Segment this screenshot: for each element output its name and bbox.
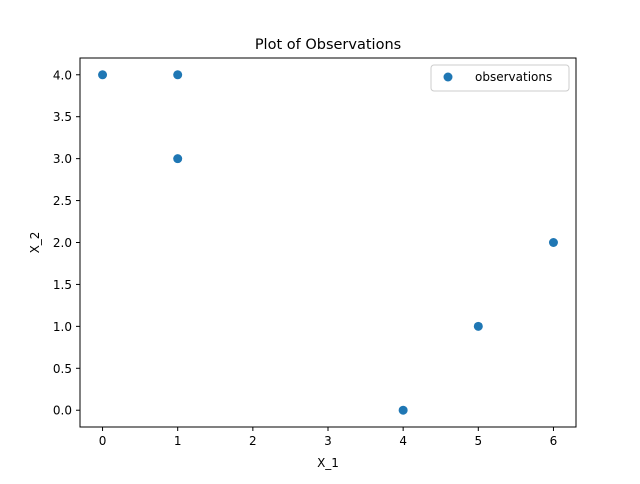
x-axis-label: X_1 <box>317 456 339 470</box>
data-point <box>548 238 558 247</box>
y-tick-label: 4.0 <box>53 68 72 82</box>
data-points <box>98 70 558 415</box>
x-tick-label: 4 <box>399 434 407 448</box>
data-point <box>398 405 408 415</box>
y-tick-label: 1.5 <box>53 278 72 292</box>
legend-label: observations <box>475 70 552 84</box>
y-tick-label: 1.0 <box>53 320 72 334</box>
y-tick-label: 2.5 <box>53 194 72 208</box>
legend: observations <box>430 64 570 92</box>
x-tick-label: 3 <box>324 434 332 448</box>
x-tick-label: 6 <box>550 434 558 448</box>
y-tick-label: 0.5 <box>53 362 72 376</box>
data-point <box>173 154 183 164</box>
data-point <box>473 321 483 331</box>
axis-ticks: 0 1 2 3 4 5 6 0.0 0.5 1.0 1.5 2.0 2.5 3.0 3.5 4.0 <box>53 68 557 448</box>
y-tick-label: 3.5 <box>53 110 72 124</box>
chart-title: Plot of Observations <box>255 37 401 53</box>
data-point <box>98 70 108 80</box>
y-tick-label: 2.0 <box>53 236 72 250</box>
axes-frame <box>79 57 577 428</box>
y-axis-label: X_2 <box>28 232 42 254</box>
x-tick-label: 0 <box>99 434 107 448</box>
x-tick-label: 2 <box>249 434 257 448</box>
y-tick-label: 0.0 <box>53 404 72 418</box>
legend-box <box>430 64 570 92</box>
x-tick-label: 1 <box>174 434 182 448</box>
legend-marker <box>443 72 453 82</box>
x-tick-label: 5 <box>474 434 482 448</box>
y-tick-label: 3.0 <box>53 152 72 166</box>
data-point <box>173 70 183 80</box>
